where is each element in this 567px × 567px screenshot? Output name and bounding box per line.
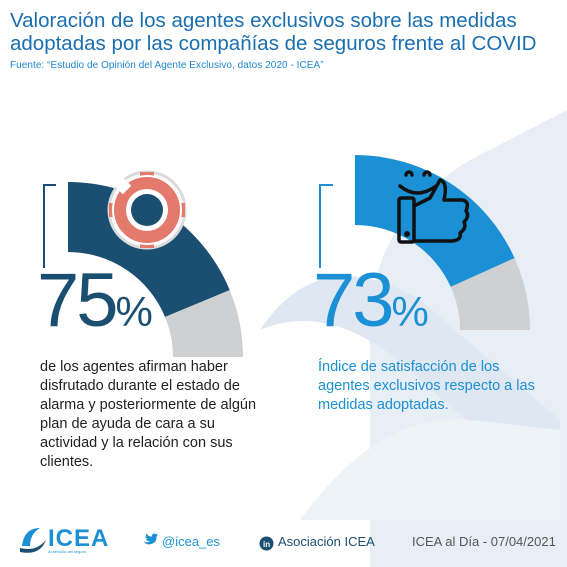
publication-date: ICEA al Día - 07/04/2021 [412, 534, 556, 549]
lifebuoy-icon [107, 170, 187, 250]
left-percentage-unit: % [115, 288, 153, 335]
right-gauge-bracket [319, 184, 333, 268]
linkedin-icon: in [259, 536, 274, 551]
left-gauge-bracket [43, 184, 56, 268]
source-note: Fuente: “Estudio de Opinión del Agente E… [10, 60, 324, 71]
left-description: de los agentes afirman haber disfrutado … [40, 359, 257, 470]
thumbs-up-smile-icon [397, 170, 470, 244]
right-percentage-number: 73 [313, 258, 395, 343]
linkedin-link[interactable]: Asociación ICEA [278, 534, 375, 549]
left-percentage-number: 75 [37, 258, 119, 343]
twitter-handle-link[interactable]: @icea_es [162, 534, 221, 549]
page-title: Valoración de los agentes exclusivos sob… [10, 9, 537, 55]
right-gauge-fill [355, 155, 515, 287]
right-percentage: 73% [313, 263, 429, 339]
icea-logo-text[interactable]: ICEA [48, 525, 110, 552]
svg-text:in: in [263, 540, 270, 549]
twitter-icon [144, 533, 158, 545]
right-description: Índice de satisfacción de los agentes ex… [318, 359, 535, 413]
left-percentage: 75% [37, 263, 153, 339]
right-percentage-unit: % [391, 288, 429, 335]
icea-logo-mark [20, 528, 46, 553]
icea-logo-tagline: Al servicio del seguro [48, 549, 87, 554]
